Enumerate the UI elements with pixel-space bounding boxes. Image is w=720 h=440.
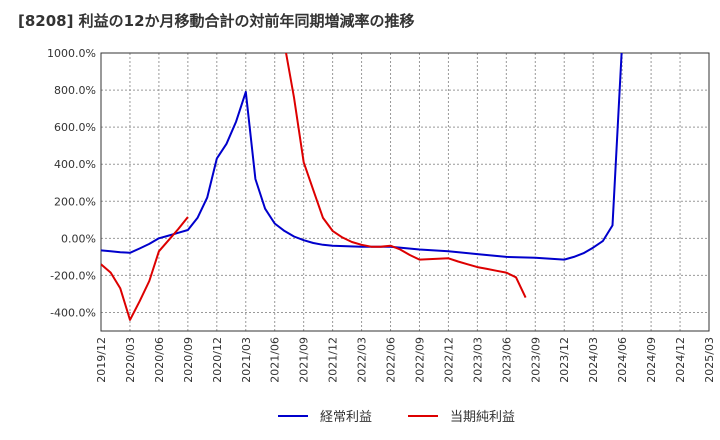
series-line-1: [101, 53, 623, 261]
x-tick-label: 2020/06: [153, 337, 166, 383]
x-tick-label: 2020/09: [182, 337, 195, 383]
x-tick-label: 2023/09: [529, 337, 542, 383]
x-tick-label: 2021/03: [240, 337, 253, 383]
y-tick-label: 600.0%: [54, 121, 96, 134]
y-tick-label: -400.0%: [50, 306, 96, 319]
y-tick-label: -200.0%: [50, 269, 96, 282]
x-tick-label: 2022/03: [356, 337, 369, 383]
x-tick-label: 2022/09: [413, 337, 426, 383]
chart-title: [8208] 利益の12か月移動合計の対前年同期増減率の推移: [18, 12, 415, 30]
x-tick-label: 2024/09: [645, 337, 658, 383]
x-tick-label: 2023/12: [558, 337, 571, 383]
x-tick-label: 2021/06: [269, 337, 282, 383]
x-tick-label: 2020/03: [124, 337, 137, 383]
x-tick-label: 2025/03: [703, 337, 716, 383]
x-tick-label: 2022/12: [442, 337, 455, 383]
plot-frame: [100, 52, 710, 332]
series-line-2: [101, 216, 189, 321]
x-tick-label: 2021/09: [298, 337, 311, 383]
y-tick-label: 200.0%: [54, 195, 96, 208]
x-tick-label: 2019/12: [95, 337, 108, 383]
x-tick-label: 2022/06: [385, 337, 398, 383]
x-tick-label: 2024/03: [587, 337, 600, 383]
x-tick-label: 2020/12: [211, 337, 224, 383]
legend-label-2: 当期純利益: [450, 410, 515, 425]
x-tick-label: 2021/12: [327, 337, 340, 383]
x-tick-label: 2024/12: [674, 337, 687, 383]
legend-label-1: 経常利益: [320, 410, 372, 425]
y-tick-label: 1000.0%: [47, 47, 96, 60]
y-tick-label: 400.0%: [54, 158, 96, 171]
x-tick-label: 2023/03: [471, 337, 484, 383]
x-tick-label: 2023/06: [500, 337, 513, 383]
series-line-2: [285, 53, 527, 299]
y-tick-label: 800.0%: [54, 84, 96, 97]
x-tick-label: 2024/06: [616, 337, 629, 383]
y-tick-label: 0.00%: [61, 232, 96, 245]
